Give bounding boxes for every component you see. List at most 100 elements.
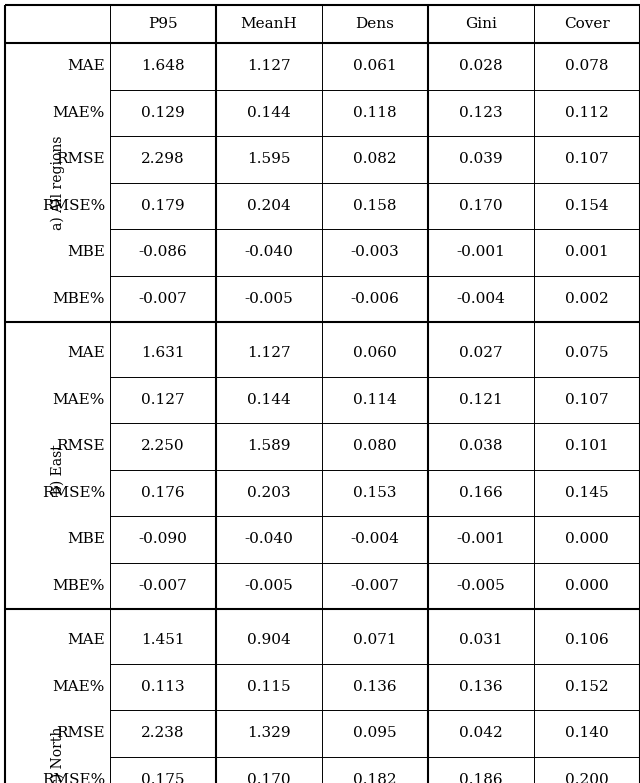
Text: 0.154: 0.154 — [565, 199, 609, 213]
Text: MeanH: MeanH — [241, 17, 298, 31]
Text: 0.061: 0.061 — [353, 60, 397, 74]
Text: 0.170: 0.170 — [459, 199, 503, 213]
Text: 0.107: 0.107 — [565, 393, 609, 406]
Text: a) All regions: a) All regions — [51, 135, 65, 229]
Text: -0.040: -0.040 — [244, 245, 293, 259]
Text: Gini: Gini — [465, 17, 497, 31]
Text: 0.140: 0.140 — [565, 727, 609, 740]
Text: 0.144: 0.144 — [247, 393, 291, 406]
Text: 0.078: 0.078 — [565, 60, 609, 74]
Text: Cover: Cover — [564, 17, 610, 31]
Text: 1.127: 1.127 — [247, 60, 291, 74]
Text: 0.144: 0.144 — [247, 106, 291, 120]
Text: 0.136: 0.136 — [353, 680, 397, 694]
Text: -0.090: -0.090 — [139, 532, 188, 547]
Text: -0.005: -0.005 — [456, 579, 506, 593]
Text: 1.127: 1.127 — [247, 346, 291, 360]
Text: b) East: b) East — [51, 445, 65, 494]
Text: 0.118: 0.118 — [353, 106, 397, 120]
Text: 0.152: 0.152 — [565, 680, 609, 694]
Text: P95: P95 — [148, 17, 178, 31]
Text: 0.113: 0.113 — [141, 680, 185, 694]
Text: -0.006: -0.006 — [351, 292, 399, 305]
Text: 0.095: 0.095 — [353, 727, 397, 740]
Text: 0.203: 0.203 — [247, 485, 291, 500]
Text: -0.007: -0.007 — [351, 579, 399, 593]
Text: 0.075: 0.075 — [565, 346, 609, 360]
Text: RMSE%: RMSE% — [42, 485, 105, 500]
Text: 0.027: 0.027 — [459, 346, 503, 360]
Text: 0.002: 0.002 — [565, 292, 609, 305]
Text: 0.204: 0.204 — [247, 199, 291, 213]
Text: MBE%: MBE% — [52, 579, 105, 593]
Text: -0.003: -0.003 — [351, 245, 399, 259]
Text: -0.005: -0.005 — [244, 292, 293, 305]
Text: 0.042: 0.042 — [459, 727, 503, 740]
Text: -0.007: -0.007 — [139, 292, 188, 305]
Text: c) North: c) North — [51, 727, 65, 783]
Text: MAE: MAE — [67, 60, 105, 74]
Text: -0.086: -0.086 — [139, 245, 188, 259]
Text: -0.001: -0.001 — [456, 532, 506, 547]
Text: Dens: Dens — [356, 17, 394, 31]
Text: -0.040: -0.040 — [244, 532, 293, 547]
Text: 0.060: 0.060 — [353, 346, 397, 360]
Text: 0.179: 0.179 — [141, 199, 185, 213]
Text: 0.000: 0.000 — [565, 579, 609, 593]
Text: RMSE%: RMSE% — [42, 773, 105, 783]
Text: 0.170: 0.170 — [247, 773, 291, 783]
Text: 0.136: 0.136 — [459, 680, 503, 694]
Text: 0.028: 0.028 — [459, 60, 503, 74]
Text: 0.123: 0.123 — [459, 106, 503, 120]
Text: MAE%: MAE% — [52, 106, 105, 120]
Text: MBE: MBE — [67, 245, 105, 259]
Text: 0.200: 0.200 — [565, 773, 609, 783]
Text: 1.329: 1.329 — [247, 727, 291, 740]
Text: RMSE: RMSE — [56, 439, 105, 453]
Text: 2.250: 2.250 — [141, 439, 185, 453]
Text: 0.112: 0.112 — [565, 106, 609, 120]
Text: MAE: MAE — [67, 346, 105, 360]
Text: 0.904: 0.904 — [247, 633, 291, 648]
Text: 2.298: 2.298 — [141, 152, 185, 166]
Text: 0.114: 0.114 — [353, 393, 397, 406]
Text: 0.129: 0.129 — [141, 106, 185, 120]
Text: 0.158: 0.158 — [353, 199, 397, 213]
Text: RMSE%: RMSE% — [42, 199, 105, 213]
Text: 0.127: 0.127 — [141, 393, 185, 406]
Text: 0.031: 0.031 — [459, 633, 503, 648]
Text: 0.145: 0.145 — [565, 485, 609, 500]
Text: RMSE: RMSE — [56, 152, 105, 166]
Text: 2.238: 2.238 — [141, 727, 185, 740]
Text: 0.080: 0.080 — [353, 439, 397, 453]
Text: 1.595: 1.595 — [247, 152, 291, 166]
Text: 0.039: 0.039 — [459, 152, 503, 166]
Text: 0.082: 0.082 — [353, 152, 397, 166]
Text: MAE%: MAE% — [52, 680, 105, 694]
Text: -0.004: -0.004 — [456, 292, 506, 305]
Text: MBE%: MBE% — [52, 292, 105, 305]
Text: 0.115: 0.115 — [247, 680, 291, 694]
Text: 0.000: 0.000 — [565, 532, 609, 547]
Text: 0.176: 0.176 — [141, 485, 185, 500]
Text: 0.101: 0.101 — [565, 439, 609, 453]
Text: MBE: MBE — [67, 532, 105, 547]
Text: 0.107: 0.107 — [565, 152, 609, 166]
Text: 1.631: 1.631 — [141, 346, 185, 360]
Text: 0.001: 0.001 — [565, 245, 609, 259]
Text: 0.186: 0.186 — [459, 773, 503, 783]
Text: MAE%: MAE% — [52, 393, 105, 406]
Text: -0.004: -0.004 — [351, 532, 399, 547]
Text: 0.175: 0.175 — [141, 773, 185, 783]
Text: -0.005: -0.005 — [244, 579, 293, 593]
Text: 1.648: 1.648 — [141, 60, 185, 74]
Text: MAE: MAE — [67, 633, 105, 648]
Text: 0.121: 0.121 — [459, 393, 503, 406]
Text: 0.166: 0.166 — [459, 485, 503, 500]
Text: 0.038: 0.038 — [460, 439, 503, 453]
Text: 0.153: 0.153 — [353, 485, 397, 500]
Text: -0.007: -0.007 — [139, 579, 188, 593]
Text: RMSE: RMSE — [56, 727, 105, 740]
Text: 0.182: 0.182 — [353, 773, 397, 783]
Text: 1.451: 1.451 — [141, 633, 185, 648]
